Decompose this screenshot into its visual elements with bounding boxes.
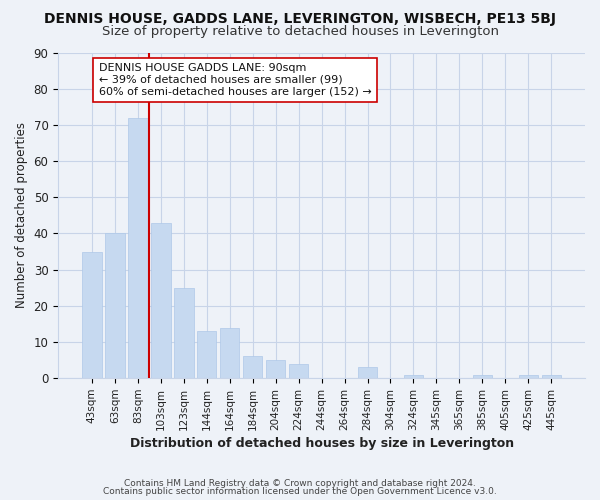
Bar bbox=[266, 360, 286, 378]
Text: Contains HM Land Registry data © Crown copyright and database right 2024.: Contains HM Land Registry data © Crown c… bbox=[124, 478, 476, 488]
Bar bbox=[289, 364, 308, 378]
Bar bbox=[105, 234, 125, 378]
Bar bbox=[243, 356, 262, 378]
Bar bbox=[404, 374, 423, 378]
Text: Contains public sector information licensed under the Open Government Licence v3: Contains public sector information licen… bbox=[103, 487, 497, 496]
Text: DENNIS HOUSE, GADDS LANE, LEVERINGTON, WISBECH, PE13 5BJ: DENNIS HOUSE, GADDS LANE, LEVERINGTON, W… bbox=[44, 12, 556, 26]
Text: Size of property relative to detached houses in Leverington: Size of property relative to detached ho… bbox=[101, 25, 499, 38]
Bar bbox=[174, 288, 194, 378]
Bar bbox=[82, 252, 101, 378]
Bar bbox=[197, 331, 217, 378]
Bar bbox=[542, 374, 561, 378]
Bar bbox=[473, 374, 492, 378]
Bar bbox=[220, 328, 239, 378]
Bar bbox=[518, 374, 538, 378]
Bar bbox=[358, 368, 377, 378]
Bar bbox=[128, 118, 148, 378]
X-axis label: Distribution of detached houses by size in Leverington: Distribution of detached houses by size … bbox=[130, 437, 514, 450]
Y-axis label: Number of detached properties: Number of detached properties bbox=[15, 122, 28, 308]
Text: DENNIS HOUSE GADDS LANE: 90sqm
← 39% of detached houses are smaller (99)
60% of : DENNIS HOUSE GADDS LANE: 90sqm ← 39% of … bbox=[99, 64, 371, 96]
Bar bbox=[151, 222, 170, 378]
